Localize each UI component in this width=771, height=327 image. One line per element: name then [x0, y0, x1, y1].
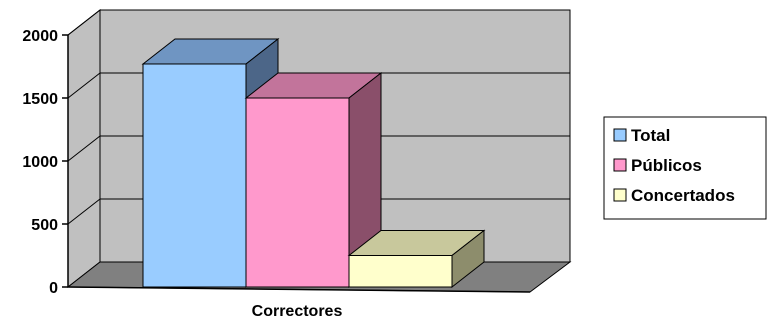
gridline-diagonal: [67, 198, 101, 225]
gridline-diagonal: [67, 135, 101, 162]
x-axis-line: [67, 286, 531, 293]
y-tick-label: 1000: [22, 154, 58, 171]
legend-swatch: [613, 158, 627, 172]
legend-label: Públicos: [631, 156, 702, 175]
bar-concertados: [347, 229, 486, 289]
legend-box: [603, 116, 767, 220]
y-tick-label: 1500: [22, 91, 58, 108]
bar-front-face: [142, 63, 247, 288]
bars: [141, 37, 486, 289]
gridline-diagonal: [67, 72, 101, 99]
legend-label: Total: [631, 126, 670, 145]
x-category-label: Correctores: [252, 303, 343, 320]
legend-swatch: [613, 188, 627, 202]
bar-públicos: [244, 71, 383, 289]
y-tick-label: 0: [49, 280, 58, 297]
legend-swatch: [613, 128, 627, 142]
bar-front-face: [245, 97, 350, 288]
y-axis: 0 500 1000 1500 2000: [22, 28, 69, 297]
legend-label: Concertados: [631, 186, 735, 205]
y-tick-label: 2000: [22, 28, 58, 45]
bar-front-face: [348, 255, 453, 288]
gridline-diagonal: [67, 9, 101, 36]
legend: Total Públicos Concertados: [603, 116, 767, 220]
y-tick-label: 500: [31, 217, 58, 234]
